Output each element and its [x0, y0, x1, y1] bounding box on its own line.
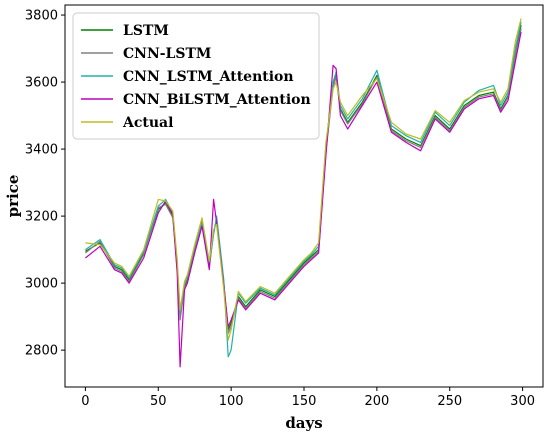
y-tick-label-4: 3600: [25, 76, 58, 91]
x-tick-label-1: 50: [150, 394, 167, 409]
y-tick-label-0: 2800: [25, 344, 58, 359]
series-line-0: [85, 24, 522, 331]
x-tick-label-0: 0: [81, 394, 89, 409]
x-tick-label-5: 250: [437, 394, 462, 409]
legend-box: [72, 12, 320, 140]
plot-lines: [85, 18, 522, 368]
x-axis-label: days: [285, 414, 322, 432]
x-axis: 0 50 100 150 200 250 300: [81, 387, 535, 409]
legend-label-2: CNN_LSTM_Attention: [123, 69, 294, 85]
series-line-2: [85, 21, 522, 358]
x-tick-label-6: 300: [510, 394, 535, 409]
y-tick-label-1: 3000: [25, 277, 58, 292]
y-tick-label-5: 3800: [25, 9, 58, 24]
legend-label-4: Actual: [122, 115, 173, 131]
y-axis: 2800 3000 3200 3400 3600 3800: [25, 9, 65, 359]
series-line-1: [85, 28, 522, 334]
y-axis-label: price: [4, 175, 22, 218]
legend-label-1: CNN-LSTM: [123, 46, 211, 62]
x-tick-label-3: 150: [292, 394, 317, 409]
x-tick-label-2: 100: [219, 394, 244, 409]
x-tick-label-4: 200: [364, 394, 389, 409]
legend-label-3: CNN_BiLSTM_Attention: [123, 92, 311, 108]
legend: LSTM CNN-LSTM CNN_LSTM_Attention CNN_BiLSTM…: [72, 12, 320, 140]
legend-label-0: LSTM: [123, 23, 169, 39]
y-tick-label-3: 3400: [25, 143, 58, 158]
y-tick-label-2: 3200: [25, 210, 58, 225]
series-line-4: [85, 18, 522, 341]
series-line-3: [85, 31, 522, 368]
